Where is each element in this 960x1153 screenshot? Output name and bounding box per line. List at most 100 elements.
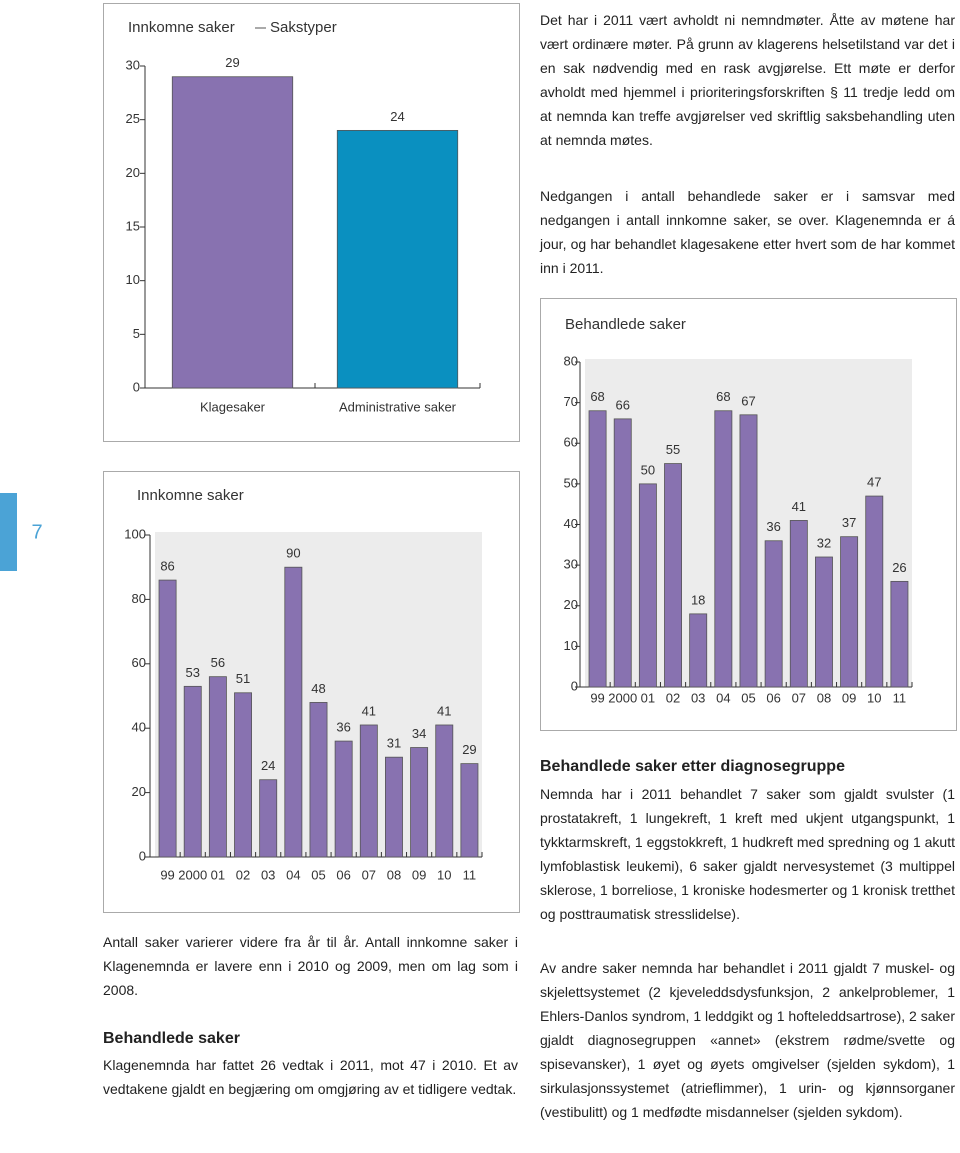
bar — [309, 702, 328, 858]
value-label: 66 — [615, 397, 629, 412]
page-tab — [0, 493, 17, 571]
bar — [385, 756, 403, 858]
x-tick-label: 08 — [817, 690, 831, 705]
x-tick-label: 08 — [387, 867, 401, 882]
y-tick-label: 30 — [564, 557, 578, 572]
x-tick-label: 2000 — [608, 690, 637, 705]
y-tick-label: 0 — [139, 848, 146, 863]
x-tick-label: 09 — [842, 690, 856, 705]
x-tick-label: 10 — [867, 690, 881, 705]
bar — [689, 613, 708, 688]
x-tick-label: 04 — [716, 690, 730, 705]
chart-subtitle: Sakstyper — [270, 19, 337, 36]
chart-title: Behandlede saker — [565, 316, 686, 333]
bar — [789, 520, 808, 688]
y-tick-label: 15 — [126, 218, 140, 233]
value-label: 53 — [185, 665, 199, 680]
bar — [638, 483, 657, 688]
y-tick-label: 10 — [564, 638, 578, 653]
x-tick-label: 02 — [666, 690, 680, 705]
x-tick-label: 11 — [893, 690, 907, 705]
y-tick-label: 40 — [132, 720, 146, 735]
y-tick-label: 0 — [133, 379, 140, 394]
y-tick-label: 25 — [126, 111, 140, 126]
paragraph: Av andre saker nemnda har behandlet i 20… — [540, 960, 955, 1120]
value-label: 68 — [716, 389, 730, 404]
value-label: 47 — [867, 475, 881, 490]
value-label: 90 — [286, 546, 300, 561]
bar — [460, 763, 479, 858]
value-label: 67 — [741, 393, 755, 408]
x-tick-label: 05 — [311, 867, 325, 882]
y-tick-label: 80 — [564, 353, 578, 368]
value-label: 41 — [792, 499, 806, 514]
chart-title: Innkomne saker — [137, 487, 244, 504]
x-tick-label: 04 — [286, 867, 300, 882]
bar — [284, 566, 303, 858]
bar — [208, 676, 227, 858]
bar — [259, 779, 278, 858]
x-tick-label: 11 — [463, 867, 477, 882]
x-tick-label: 02 — [236, 867, 250, 882]
bar — [764, 540, 783, 688]
x-tick-label: 07 — [362, 867, 376, 882]
bar — [865, 495, 884, 688]
y-tick-label: 20 — [126, 165, 140, 180]
x-tick-label: 03 — [261, 867, 275, 882]
value-label: 41 — [362, 703, 376, 718]
y-tick-label: 40 — [564, 516, 578, 531]
page-number: 7 — [31, 521, 42, 543]
bar — [334, 740, 353, 858]
value-label: 29 — [225, 55, 239, 70]
value-label: 24 — [390, 109, 404, 124]
bar — [183, 685, 202, 858]
bar — [359, 724, 378, 858]
value-label: 24 — [261, 758, 275, 773]
x-tick-label: 2000 — [178, 867, 207, 882]
value-label: 32 — [817, 535, 831, 550]
bar — [739, 414, 758, 688]
heading: Behandlede saker etter diagnosegruppe — [540, 758, 845, 775]
x-tick-label: 09 — [412, 867, 426, 882]
y-tick-label: 60 — [564, 435, 578, 450]
value-label: 86 — [160, 559, 174, 574]
y-tick-label: 20 — [564, 597, 578, 612]
bar — [171, 76, 294, 389]
bar — [664, 463, 682, 688]
bar — [336, 129, 459, 389]
y-tick-label: 80 — [132, 591, 146, 606]
chart-title: Innkomne saker — [128, 19, 235, 36]
value-label: 48 — [311, 681, 325, 696]
x-tick-label: 05 — [741, 690, 755, 705]
x-tick-label: Administrative saker — [339, 399, 457, 414]
value-label: 55 — [666, 442, 680, 457]
x-tick-label: 03 — [691, 690, 705, 705]
paragraph: Nedgangen i antall behandlede saker er i… — [540, 188, 955, 276]
bar — [588, 410, 607, 688]
value-label: 31 — [387, 736, 401, 751]
value-label: 37 — [842, 515, 856, 530]
paragraph: Antall saker varierer videre fra år til … — [103, 934, 518, 998]
x-tick-label: 99 — [590, 690, 604, 705]
y-tick-label: 10 — [126, 272, 140, 287]
x-tick-label: 01 — [641, 690, 655, 705]
value-label: 68 — [590, 389, 604, 404]
paragraph: Klagenemnda har fattet 26 vedtak i 2011,… — [103, 1057, 518, 1097]
value-label: 41 — [437, 703, 451, 718]
bar — [714, 410, 733, 688]
x-tick-label: Klagesaker — [200, 399, 266, 414]
bar — [234, 692, 252, 858]
y-tick-label: 5 — [133, 326, 140, 341]
bar — [890, 580, 909, 688]
bar — [435, 724, 454, 858]
value-label: 34 — [412, 726, 426, 741]
bar — [613, 418, 632, 688]
value-label: 51 — [236, 671, 250, 686]
value-label: 26 — [892, 560, 906, 575]
x-tick-label: 07 — [792, 690, 806, 705]
value-label: 36 — [336, 720, 350, 735]
x-tick-label: 01 — [211, 867, 225, 882]
y-tick-label: 50 — [564, 475, 578, 490]
